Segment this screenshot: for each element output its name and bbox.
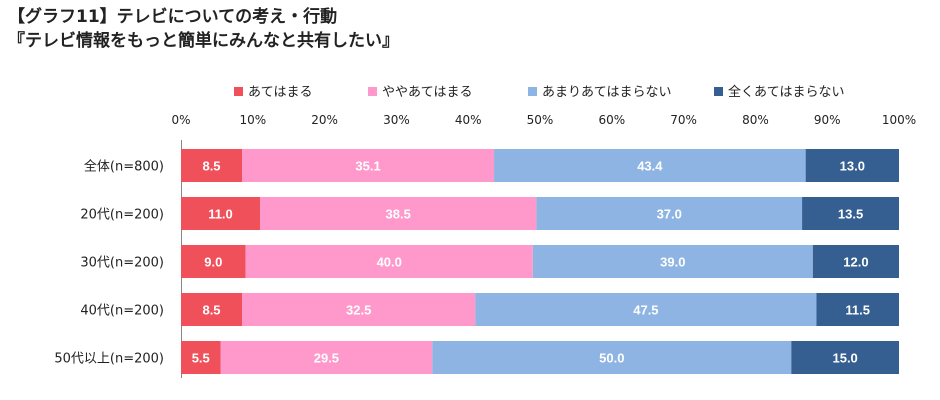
legend-label-1: あてはまる [248, 85, 312, 100]
data-label: 32.5 [346, 303, 371, 318]
legend-swatch-1 [234, 87, 243, 96]
data-label: 5.5 [192, 351, 210, 366]
category-label: 50代以上(n=200) [54, 352, 164, 367]
x-tick-label: 0% [171, 113, 190, 127]
bar-segment [432, 341, 792, 374]
data-label: 50.0 [599, 351, 624, 366]
bar-segment [181, 341, 221, 374]
bar-segment [220, 341, 433, 374]
x-tick-label: 90% [814, 113, 841, 127]
bar-segment [475, 293, 817, 326]
x-tick-label: 60% [598, 113, 625, 127]
bar-segment [259, 197, 537, 230]
bar-segment [242, 149, 495, 182]
data-label: 29.5 [314, 351, 339, 366]
data-label: 47.5 [633, 303, 658, 318]
category-label: 20代(n=200) [80, 208, 164, 223]
data-label: 11.5 [845, 303, 870, 318]
data-label: 15.0 [832, 351, 857, 366]
x-tick-label: 80% [742, 113, 769, 127]
chart-title: 【グラフ11】テレビについての考え・行動 [8, 7, 338, 27]
x-tick-label: 40% [455, 113, 482, 127]
category-label: 全体(n=800) [84, 159, 164, 175]
data-label: 13.0 [840, 159, 865, 174]
data-label: 8.5 [202, 303, 220, 318]
x-tick-label: 10% [239, 113, 266, 127]
bar-segment [245, 245, 533, 278]
bar-segment [536, 197, 803, 230]
data-label: 13.5 [838, 207, 863, 222]
bar-segment [812, 245, 899, 278]
bar-segment [181, 293, 243, 326]
legend-label-2: ややあてはまる [382, 85, 472, 100]
category-label: 40代(n=200) [80, 304, 164, 319]
bar-segment [494, 149, 806, 182]
data-label: 35.1 [355, 159, 380, 174]
legend-swatch-4 [714, 87, 723, 96]
data-label: 40.0 [377, 255, 402, 270]
legend-swatch-2 [368, 87, 377, 96]
category-label: 30代(n=200) [80, 256, 164, 271]
data-label: 12.0 [843, 255, 868, 270]
bar-segment [816, 293, 899, 326]
x-tick-label: 30% [383, 113, 410, 127]
x-tick-label: 20% [311, 113, 338, 127]
bar-segment [802, 197, 899, 230]
data-label: 11.0 [208, 207, 233, 222]
data-label: 8.5 [202, 159, 220, 174]
legend-label-3: あまりあてはまらない [542, 85, 671, 100]
bar-segment [181, 245, 246, 278]
legend-label-4: 全くあてはまらない [728, 84, 844, 100]
legend-swatch-3 [528, 87, 537, 96]
data-label: 37.0 [657, 207, 682, 222]
bar-segment [805, 149, 899, 182]
data-label: 9.0 [204, 255, 222, 270]
x-tick-label: 70% [670, 113, 697, 127]
data-label: 38.5 [386, 207, 411, 222]
chart-subtitle: 『テレビ情報をもっと簡単にみんなと共有したい』 [8, 31, 399, 51]
x-tick-label: 50% [527, 113, 554, 127]
bar-segment [181, 149, 243, 182]
data-label: 39.0 [660, 255, 685, 270]
bar-segment [532, 245, 813, 278]
bar-segment [181, 197, 260, 230]
bar-segment [791, 341, 899, 374]
data-label: 43.4 [637, 159, 663, 174]
x-tick-label: 100% [882, 113, 916, 127]
bar-segment [242, 293, 476, 326]
